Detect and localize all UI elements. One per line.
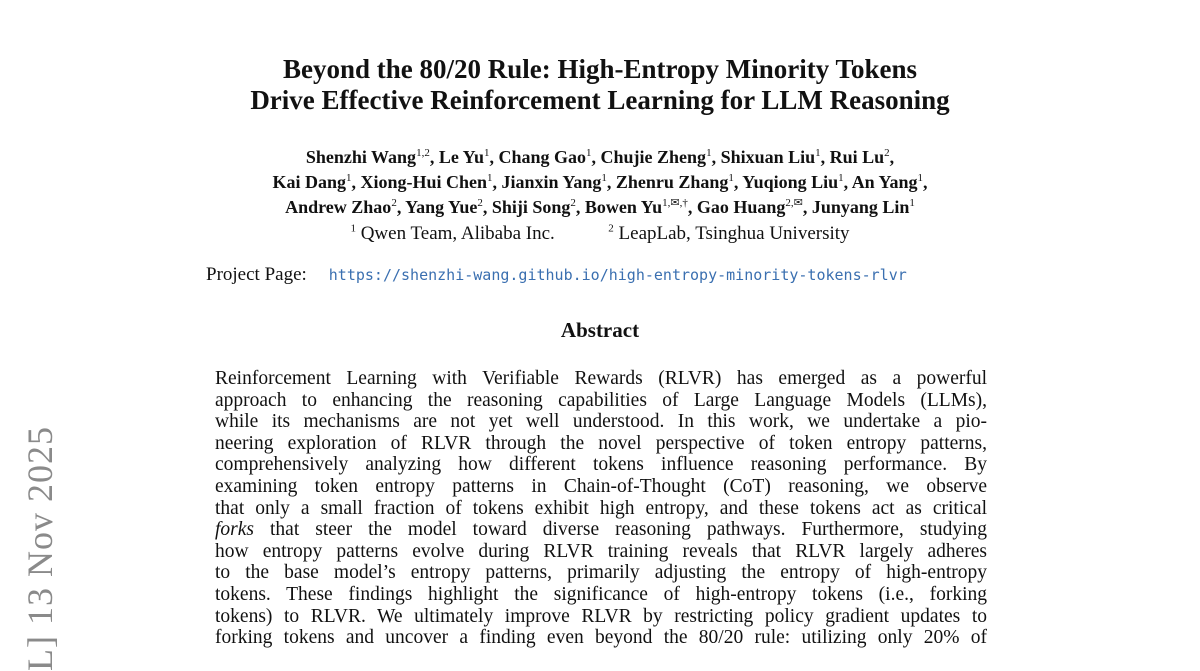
abstract-line: how entropy patterns evolve during RLVR … (215, 540, 987, 562)
author-affiliation-mark: 2 (477, 197, 483, 209)
project-page-link[interactable]: https://shenzhi-wang.github.io/high-entr… (328, 266, 907, 284)
project-page: Project Page: https://shenzhi-wang.github… (206, 264, 907, 286)
author: Bowen Yu1,✉,† (585, 197, 688, 217)
author-affiliation-mark: 2,✉ (785, 197, 803, 209)
author-name: Jianxin Yang (501, 172, 602, 192)
author: Gao Huang2,✉ (697, 197, 803, 217)
paper-title: Beyond the 80/20 Rule: High-Entropy Mino… (0, 54, 1200, 116)
arxiv-stamp: L] 13 Nov 2025 (20, 426, 60, 671)
author-line: Kai Dang1, Xiong-Hui Chen1, Jianxin Yang… (272, 172, 928, 192)
author-name: An Yang (851, 172, 918, 192)
author: Yang Yue2 (405, 197, 483, 217)
author-name: Chujie Zheng (600, 147, 707, 167)
author-name: Le Yu (438, 147, 484, 167)
author: Xiong-Hui Chen1 (360, 172, 492, 192)
author: Jianxin Yang1 (502, 172, 607, 192)
author-line: Andrew Zhao2, Yang Yue2, Shiji Song2, Bo… (285, 197, 915, 217)
author: Kai Dang1 (272, 172, 351, 192)
abstract-line: forks that steer the model toward divers… (215, 519, 987, 541)
author-affiliation-mark: 1 (838, 172, 844, 184)
abstract-line: while its mechanisms are not yet well un… (215, 411, 987, 433)
abstract-line: approach to enhancing the reasoning capa… (215, 389, 987, 411)
abstract-body: Reinforcement Learning with Verifiable R… (215, 368, 987, 649)
author-list: Shenzhi Wang1,2, Le Yu1, Chang Gao1, Chu… (0, 145, 1200, 220)
author-affiliation-mark: 2 (570, 197, 576, 209)
author: Zhenru Zhang1 (616, 172, 734, 192)
author-name: Bowen Yu (584, 197, 663, 217)
abstract-line: neering exploration of RLVR through the … (215, 432, 987, 454)
author: Yuqiong Liu1 (742, 172, 843, 192)
abstract-line: that only a small fraction of tokens exh… (215, 497, 987, 519)
line-text: that steer the model toward diverse reas… (254, 519, 987, 541)
author-affiliation-mark: 1 (815, 147, 821, 159)
author-name: Shiji Song (491, 197, 571, 217)
author-name: Andrew Zhao (285, 197, 392, 217)
author-affiliation-mark: 1 (601, 172, 607, 184)
affiliation: 1 Qwen Team, Alibaba Inc. (350, 222, 555, 244)
author-name: Yang Yue (405, 197, 478, 217)
author-name: Junyang Lin (811, 197, 910, 217)
author: An Yang1 (852, 172, 923, 192)
author-affiliation-mark: 1 (345, 172, 352, 184)
abstract-heading: Abstract (560, 318, 640, 342)
author: Shenzhi Wang1,2 (306, 147, 430, 167)
abstract-line: tokens) to RLVR. We ultimately improve R… (215, 605, 987, 627)
author-name: Kai Dang (272, 172, 346, 192)
author-name: Yuqiong Liu (742, 172, 839, 192)
project-page-label: Project Page: (206, 264, 307, 285)
author: Rui Lu2 (830, 147, 890, 167)
author-name: Shixuan Liu (720, 147, 816, 167)
author-affiliation-mark: 1 (909, 197, 915, 209)
author-name: Rui Lu (829, 147, 885, 167)
abstract-line: to the base model’s entropy patterns, pr… (215, 562, 987, 584)
title-line: Beyond the 80/20 Rule: High-Entropy Mino… (282, 54, 918, 84)
author: Le Yu1 (439, 147, 490, 167)
author-name: Chang Gao (498, 147, 587, 167)
author: Chang Gao1 (499, 147, 592, 167)
author-affiliation-mark: 2 (391, 197, 397, 209)
author: Chujie Zheng1 (601, 147, 712, 167)
title-line: Drive Effective Reinforcement Learning f… (250, 85, 950, 115)
abstract-line: forking tokens and uncover a finding eve… (215, 627, 987, 649)
author-affiliation-mark: 2 (884, 147, 890, 159)
abstract-line: comprehensively analyzing how different … (215, 454, 987, 476)
author: Junyang Lin1 (812, 197, 915, 217)
abstract-line: Reinforcement Learning with Verifiable R… (215, 368, 987, 389)
abstract-line: tokens. These findings highlight the sig… (215, 583, 987, 605)
author: Andrew Zhao2 (285, 197, 397, 217)
author-affiliation-mark: 1,2 (416, 147, 430, 159)
author-name: Shenzhi Wang (305, 147, 417, 167)
author-affiliation-mark: 1,✉,† (662, 197, 688, 209)
author-line: Shenzhi Wang1,2, Le Yu1, Chang Gao1, Chu… (305, 147, 895, 167)
emphasis: forks (215, 519, 254, 541)
abstract-line: examining token entropy patterns in Chai… (215, 475, 987, 497)
author-affiliation-mark: 1 (917, 172, 924, 184)
affiliation: 2 LeapLab, Tsinghua University (608, 222, 850, 244)
author-affiliation-mark: 1 (487, 172, 493, 184)
author-name: Gao Huang (696, 197, 786, 217)
author: Shixuan Liu1 (721, 147, 821, 167)
author-affiliation-mark: 1 (586, 147, 592, 159)
author-affiliation-mark: 1 (728, 172, 734, 184)
author: Shiji Song2 (492, 197, 576, 217)
author-affiliation-mark: 1 (484, 147, 490, 159)
affiliations: 1 Qwen Team, Alibaba Inc. 2 LeapLab, Tsi… (0, 221, 1200, 246)
author-affiliation-mark: 1 (706, 147, 712, 159)
author-name: Xiong-Hui Chen (360, 172, 487, 192)
author-name: Zhenru Zhang (615, 172, 729, 192)
